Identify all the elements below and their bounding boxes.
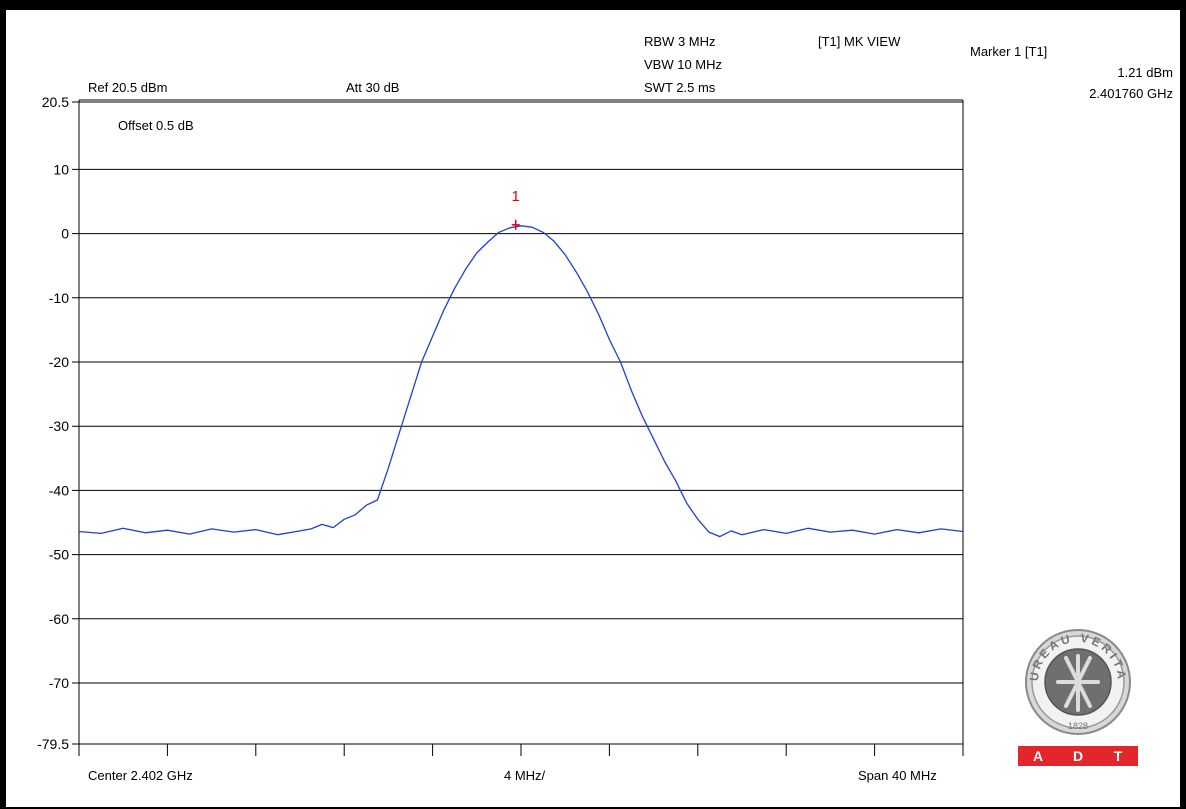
marker-readout-frequency: 2.401760 GHz: [1089, 86, 1173, 101]
rbw-label: RBW 3 MHz: [644, 34, 716, 49]
marker-readout-level: 1.21 dBm: [1117, 65, 1173, 80]
center-frequency-label: Center 2.402 GHz: [88, 768, 193, 783]
offset-label: Offset 0.5 dB: [118, 118, 194, 133]
ref-level-label: Ref 20.5 dBm: [88, 80, 168, 95]
logo-letter-a: A: [1033, 748, 1043, 764]
y-tick-label: -10: [49, 290, 69, 306]
trace-mode-label: [T1] MK VIEW: [818, 34, 901, 49]
y-tick-label: 20.5: [42, 94, 69, 110]
y-tick-label: -70: [49, 675, 69, 691]
marker-label: 1: [512, 188, 520, 205]
attenuation-label: Att 30 dB: [346, 80, 400, 95]
y-tick-label: 10: [53, 161, 69, 177]
y-tick-label: -50: [49, 547, 69, 563]
y-tick-label: -79.5: [37, 736, 69, 752]
y-tick-label: -20: [49, 354, 69, 370]
logo-year: 1828: [1068, 721, 1088, 731]
vbw-label: VBW 10 MHz: [644, 57, 723, 72]
y-tick-label: -40: [49, 482, 69, 498]
y-tick-label: -60: [49, 611, 69, 627]
trace-line: [78, 225, 964, 538]
logo-letter-d: D: [1073, 748, 1083, 764]
y-tick-label: -30: [49, 418, 69, 434]
division-label: 4 MHz/: [504, 768, 546, 783]
span-label: Span 40 MHz: [858, 768, 937, 783]
sweep-time-label: SWT 2.5 ms: [644, 80, 716, 95]
marker-readout-title: Marker 1 [T1]: [970, 44, 1048, 59]
y-tick-label: 0: [61, 226, 69, 242]
logo-letter-t: T: [1114, 748, 1123, 764]
bureau-veritas-logo: BUREAU VERITAS 1828 A D T: [1012, 617, 1138, 766]
